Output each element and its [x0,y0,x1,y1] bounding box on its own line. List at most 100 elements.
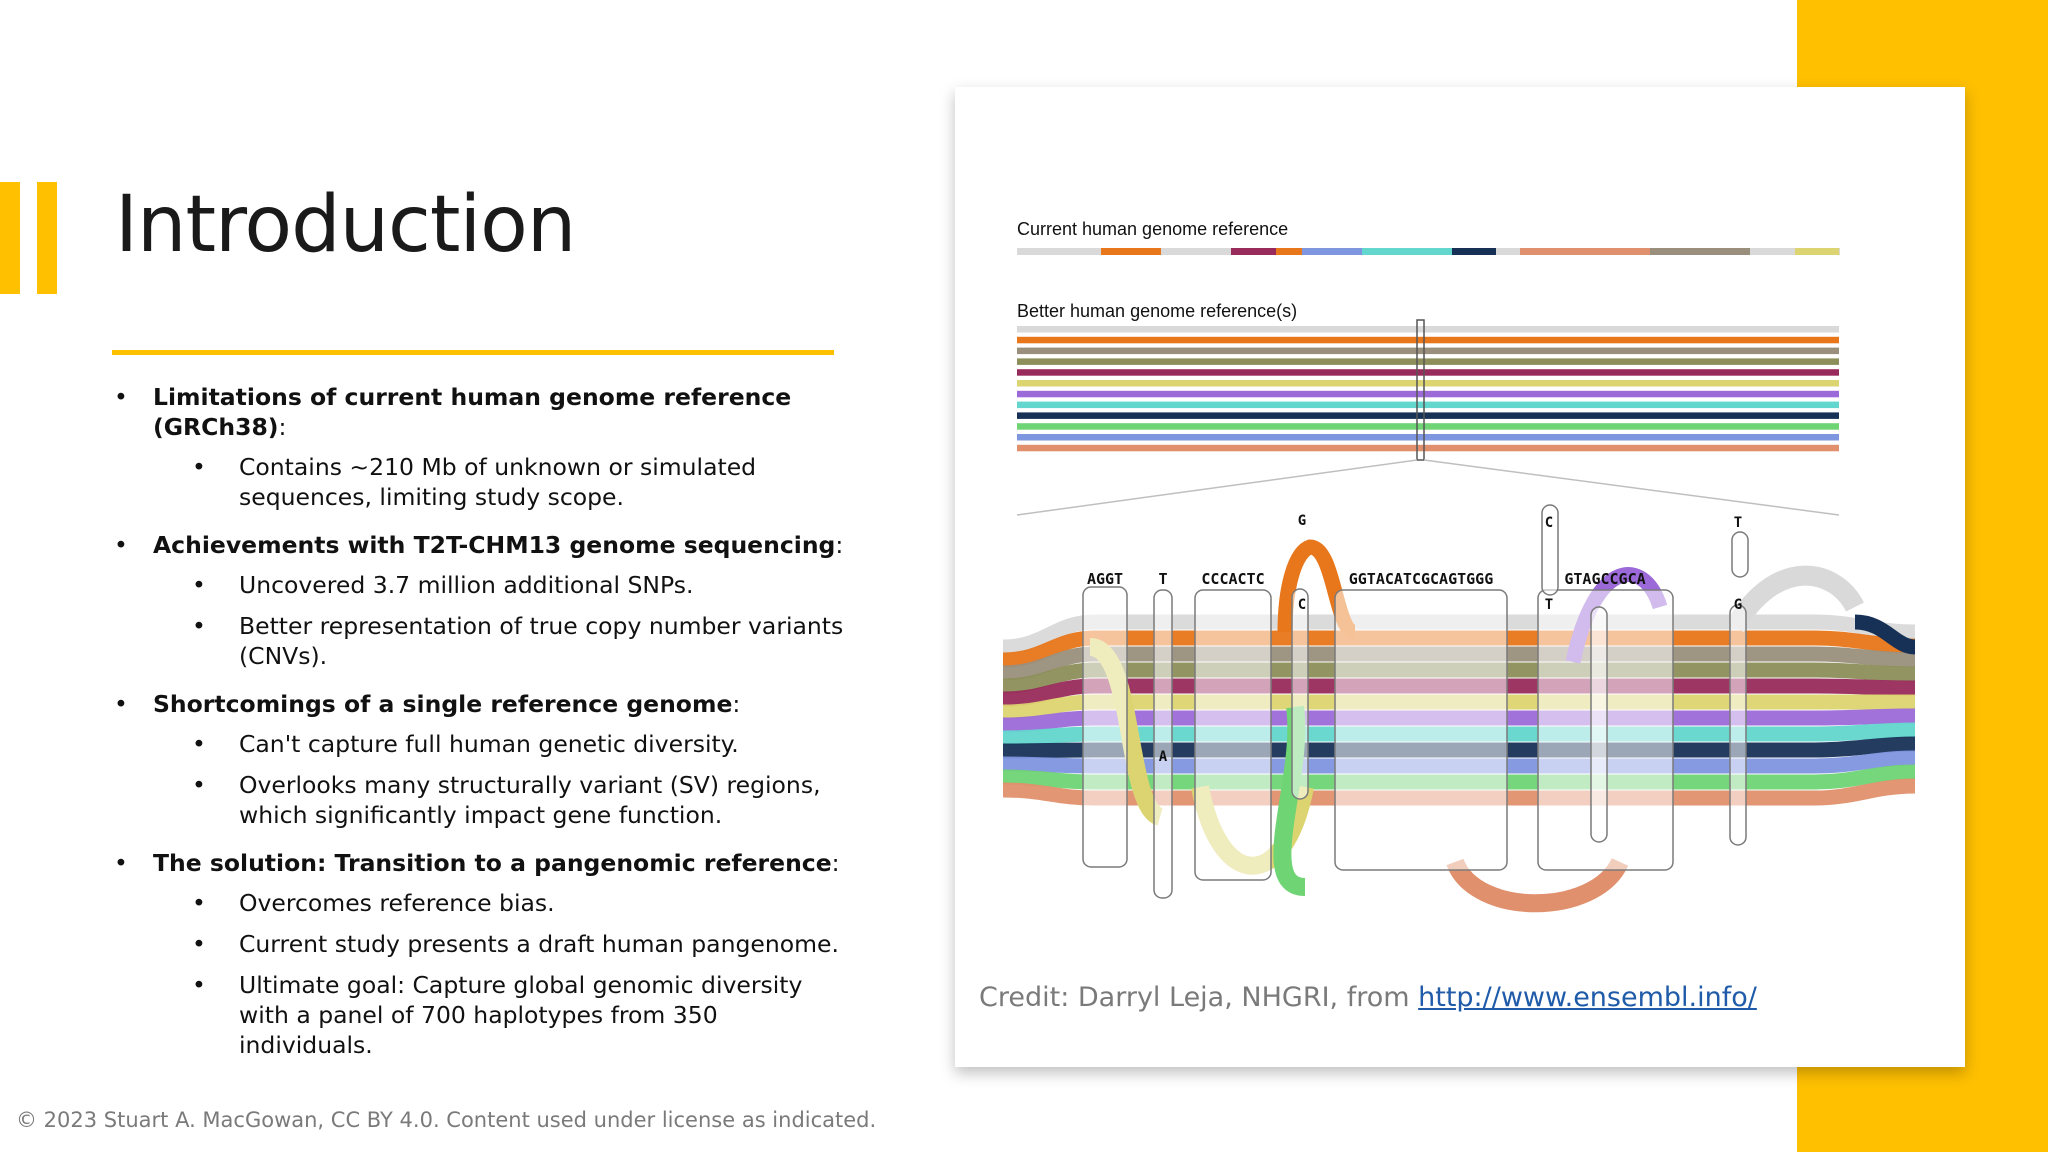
reference-track [1017,347,1839,355]
sub-bullet-item: • Current study presents a draft human pa… [112,929,852,959]
reference-segment [1101,248,1161,255]
bullet-item: • The solution: Transition to a pangenomi… [112,848,852,878]
reference-segment [1496,248,1520,255]
variant-label: G [1298,513,1306,529]
graph-ribbon [1002,678,1916,707]
reference-track [1017,423,1839,430]
reference-track [1017,401,1839,409]
reference-segment [1650,248,1750,255]
bullet-glyph: • [192,612,206,640]
sequence-node [1194,589,1272,881]
reference-track [1017,326,1839,333]
variant-label: A [1159,749,1168,765]
reference-segment [1231,248,1276,255]
title-accent-bar-2 [37,182,57,294]
sub-bullet-text: Overlooks many structurally variant (SV)… [239,771,821,829]
sub-bullet-item: • Uncovered 3.7 million additional SNPs. [112,570,852,600]
bullet-glyph: • [114,690,128,718]
sequence-node [1541,504,1559,596]
bullet-heading-tail: : [732,690,741,718]
bullet-glyph: • [192,771,206,799]
sub-bullet-text: Better representation of true copy numbe… [239,612,844,670]
variant-label: G [1734,597,1742,613]
reference-track [1017,444,1839,452]
sequence-label: T [1158,570,1167,588]
bullet-heading-tail: : [835,531,844,559]
figure-label-better: Better human genome reference(s) [1017,301,1297,321]
bullet-glyph: • [192,453,206,481]
sequence-nodes [1082,504,1749,899]
sequence-label: GTAGCCGCA [1564,570,1645,588]
sub-bullet-item: • Contains ~210 Mb of unknown or simulate… [112,452,852,512]
sub-bullet-item: • Overcomes reference bias. [112,888,852,918]
figure-card: Current human genome reference Better hu… [955,87,1965,1067]
variant-detour [1446,857,1629,913]
bullet-glyph: • [192,930,206,958]
bullet-heading: Achievements with T2T-CHM13 genome seque… [153,531,836,559]
reference-segment [1610,248,1650,255]
title-underline [112,350,834,355]
reference-track [1017,412,1839,419]
variant-detour [1854,614,1916,655]
variant-label: T [1545,597,1553,613]
better-reference-tracks [1017,326,1839,452]
bullet-glyph: • [114,383,128,411]
reference-segment [1795,248,1839,255]
sub-bullet-text: Overcomes reference bias. [239,889,555,917]
credit-text: Credit: Darryl Leja, NHGRI, from [979,982,1419,1013]
bullet-glyph: • [192,571,206,599]
bullet-heading: Shortcomings of a single reference genom… [153,690,733,718]
sequence-node [1590,606,1608,843]
variant-label: C [1298,597,1306,613]
bullet-item: • Achievements with T2T-CHM13 genome sequ… [112,530,852,560]
sequence-node [1731,531,1749,578]
sub-bullet-text: Uncovered 3.7 million additional SNPs. [239,571,694,599]
pangenome-figure: Current human genome reference Better hu… [1002,219,1916,913]
bullet-glyph: • [192,889,206,917]
figure-label-current: Current human genome reference [1017,219,1288,239]
graph-ribbon [1002,736,1916,759]
graph-ribbon [1002,778,1916,806]
reference-track [1017,358,1839,365]
sequence-label: GGTACATCGCAGTGGG [1349,570,1494,588]
bullet-heading-tail: : [831,849,840,877]
reference-segment [1452,248,1496,255]
bullet-glyph: • [114,531,128,559]
sub-bullet-item: • Ultimate goal: Capture global genomic d… [112,970,852,1060]
sequence-node [1291,588,1309,800]
bullet-item: • Shortcomings of a single reference geno… [112,689,852,719]
reference-segment [1362,248,1452,255]
reference-segment [1302,248,1362,255]
reference-segment [1520,248,1610,255]
sub-bullet-text: Can't capture full human genetic diversi… [239,730,739,758]
zoom-line-right [1423,459,1840,516]
sub-bullet-item: • Can't capture full human genetic divers… [112,729,852,759]
graph-ribbon [1002,764,1916,790]
reference-segment [1276,248,1302,255]
sub-bullet-item: • Better representation of true copy numb… [112,611,852,671]
reference-track [1017,369,1839,376]
reference-track [1017,380,1839,387]
zoom-window [1416,319,1425,461]
variant-labels: A G C C T T G [1159,513,1742,765]
graph-ribbon [1002,750,1916,774]
reference-track [1017,434,1839,441]
bullet-glyph: • [192,971,206,999]
figure-credit: Credit: Darryl Leja, NHGRI, from http://… [979,982,1757,1013]
graph-ribbon [1002,722,1916,746]
sub-bullet-text: Ultimate goal: Capture global genomic di… [239,971,803,1059]
bullet-list: • Limitations of current human genome ref… [112,382,852,1060]
reference-segment [1161,248,1231,255]
zoom-line-left [1016,459,1418,516]
variant-detour [1726,565,1864,633]
credit-link[interactable]: http://www.ensembl.info/ [1418,982,1757,1013]
sequence-labels: AGGT T CCCACTC GGTACATCGCAGTGGG GTAGCCGCA [1087,570,1646,588]
bullet-heading: Limitations of current human genome refe… [153,383,792,441]
copyright-footer: © 2023 Stuart A. MacGowan, CC BY 4.0. Co… [16,1108,877,1132]
bullet-heading-tail: : [278,413,287,441]
reference-segment [1017,248,1101,255]
sub-bullet-item: • Overlooks many structurally variant (SV… [112,770,852,830]
graph-ribbon [1002,708,1916,733]
sequence-node [1082,586,1128,868]
sub-bullet-text: Contains ~210 Mb of unknown or simulated… [239,453,757,511]
